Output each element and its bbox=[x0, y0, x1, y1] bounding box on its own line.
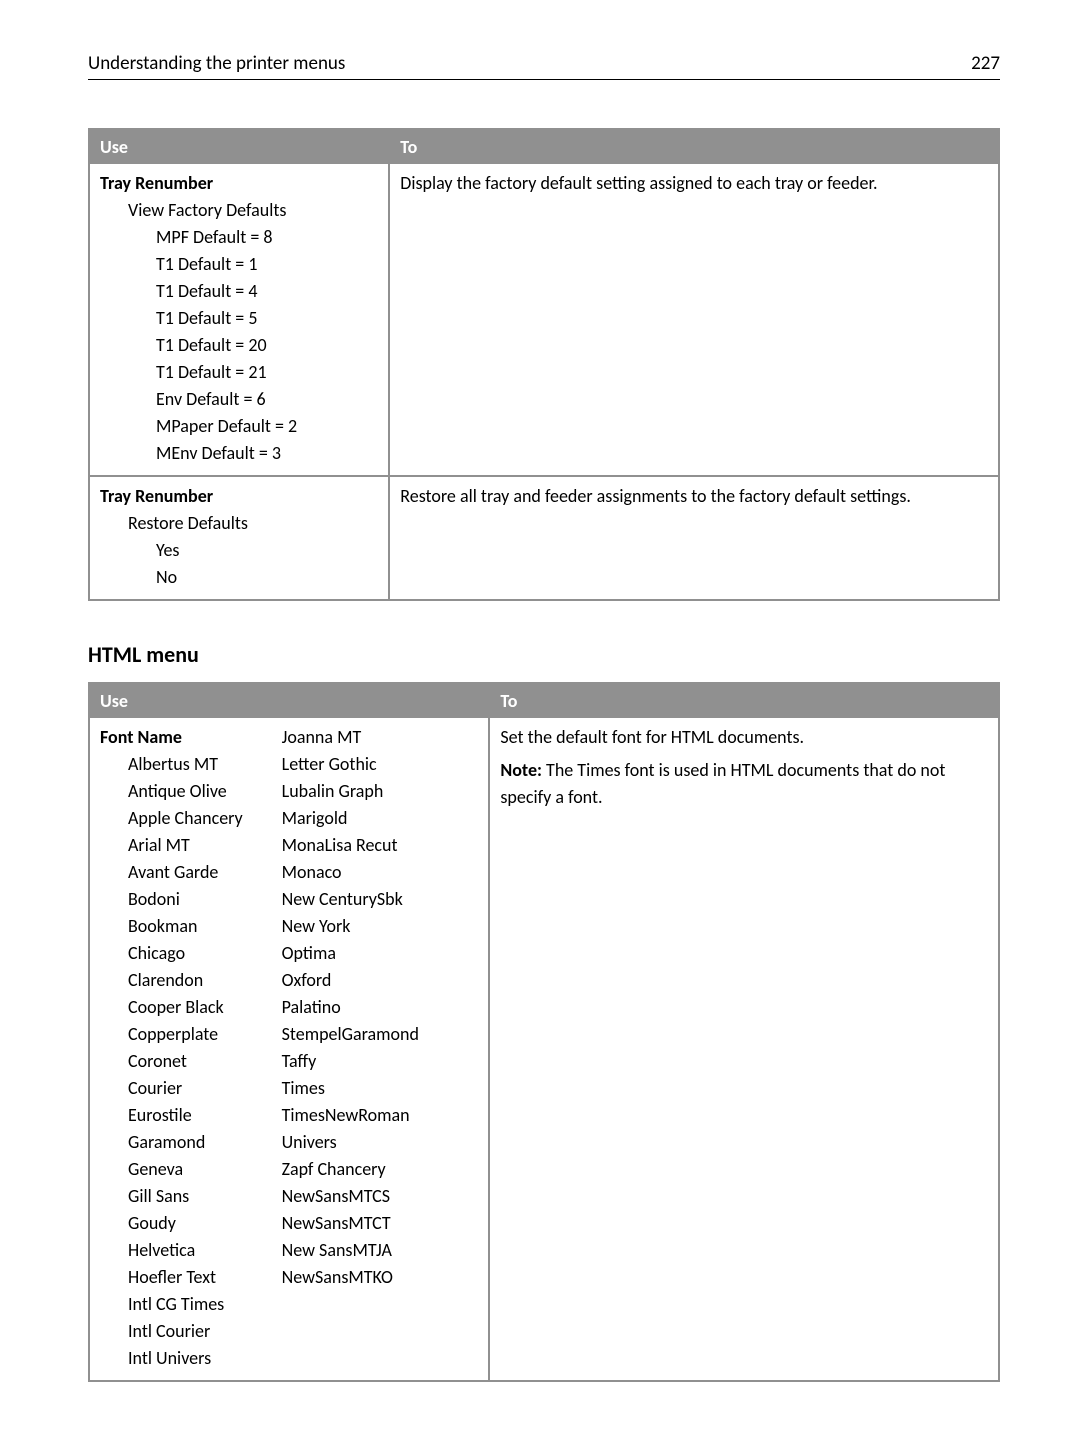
font-option: Intl CG Times bbox=[100, 1291, 282, 1318]
font-option: Marigold bbox=[282, 805, 479, 832]
cell-use: Tray Renumber View Factory Defaults MPF … bbox=[89, 164, 389, 476]
menu-sub-item: View Factory Defaults bbox=[100, 197, 378, 224]
col-header-use: Use bbox=[89, 683, 489, 718]
to-description: Set the default font for HTML documents. bbox=[500, 724, 988, 751]
menu-value: Yes bbox=[100, 537, 378, 564]
section-heading-html-menu: HTML menu bbox=[88, 641, 1000, 668]
to-note: Note: The Times font is used in HTML doc… bbox=[500, 757, 988, 811]
font-option: Copperplate bbox=[100, 1021, 282, 1048]
font-option: Albertus MT bbox=[100, 751, 282, 778]
font-column-2: Joanna MT Letter Gothic Lubalin Graph Ma… bbox=[282, 724, 479, 1372]
menu-value: MPaper Default = 2 bbox=[100, 413, 378, 440]
font-option: NewSansMTCS bbox=[282, 1183, 479, 1210]
table-row: Tray Renumber Restore Defaults Yes No Re… bbox=[89, 476, 999, 600]
note-label: Note: bbox=[500, 759, 542, 781]
font-option: NewSansMTCT bbox=[282, 1210, 479, 1237]
font-option: Lubalin Graph bbox=[282, 778, 479, 805]
menu-value: T1 Default = 4 bbox=[100, 278, 378, 305]
html-menu-table: Use To Font Name Albertus MT Antique Oli… bbox=[88, 682, 1000, 1382]
page-header: Understanding the printer menus 227 bbox=[88, 52, 1000, 80]
font-option: Helvetica bbox=[100, 1237, 282, 1264]
col-header-to: To bbox=[489, 683, 999, 718]
font-option: Clarendon bbox=[100, 967, 282, 994]
font-option: Monaco bbox=[282, 859, 479, 886]
font-option: Coronet bbox=[100, 1048, 282, 1075]
menu-sub-item: Restore Defaults bbox=[100, 510, 378, 537]
font-option: TimesNewRoman bbox=[282, 1102, 479, 1129]
menu-value: T1 Default = 20 bbox=[100, 332, 378, 359]
font-option: New CenturySbk bbox=[282, 886, 479, 913]
cell-use: Font Name Albertus MT Antique Olive Appl… bbox=[89, 718, 489, 1381]
tray-renumber-table: Use To Tray Renumber View Factory Defaul… bbox=[88, 128, 1000, 601]
font-option: Bodoni bbox=[100, 886, 282, 913]
cell-to: Display the factory default setting assi… bbox=[389, 164, 999, 476]
font-option: Goudy bbox=[100, 1210, 282, 1237]
font-option: Cooper Black bbox=[100, 994, 282, 1021]
font-option: Hoefler Text bbox=[100, 1264, 282, 1291]
font-option: Chicago bbox=[100, 940, 282, 967]
menu-value: MPF Default = 8 bbox=[100, 224, 378, 251]
menu-value: T1 Default = 21 bbox=[100, 359, 378, 386]
table-row: Tray Renumber View Factory Defaults MPF … bbox=[89, 164, 999, 476]
header-page-number: 227 bbox=[971, 52, 1000, 75]
font-option: Intl Univers bbox=[100, 1345, 282, 1372]
col-header-to: To bbox=[389, 129, 999, 164]
cell-use: Tray Renumber Restore Defaults Yes No bbox=[89, 476, 389, 600]
font-option: Bookman bbox=[100, 913, 282, 940]
menu-item-title: Tray Renumber bbox=[100, 172, 213, 194]
font-option: NewSansMTKO bbox=[282, 1264, 479, 1291]
font-option: New SansMTJA bbox=[282, 1237, 479, 1264]
font-option: Gill Sans bbox=[100, 1183, 282, 1210]
font-option: Avant Garde bbox=[100, 859, 282, 886]
font-option: Optima bbox=[282, 940, 479, 967]
menu-value: T1 Default = 5 bbox=[100, 305, 378, 332]
font-option: Letter Gothic bbox=[282, 751, 479, 778]
cell-to: Restore all tray and feeder assignments … bbox=[389, 476, 999, 600]
page-container: Understanding the printer menus 227 Use … bbox=[0, 0, 1080, 1442]
menu-value: Env Default = 6 bbox=[100, 386, 378, 413]
header-title: Understanding the printer menus bbox=[88, 52, 345, 75]
font-option: Oxford bbox=[282, 967, 479, 994]
menu-value: MEnv Default = 3 bbox=[100, 440, 378, 467]
font-option: Geneva bbox=[100, 1156, 282, 1183]
menu-value: T1 Default = 1 bbox=[100, 251, 378, 278]
font-option: Joanna MT bbox=[282, 724, 479, 751]
font-option: Intl Courier bbox=[100, 1318, 282, 1345]
font-option: StempelGaramond bbox=[282, 1021, 479, 1048]
font-option: Courier bbox=[100, 1075, 282, 1102]
menu-item-title: Font Name bbox=[100, 724, 282, 751]
font-option: Palatino bbox=[282, 994, 479, 1021]
font-column-1: Font Name Albertus MT Antique Olive Appl… bbox=[100, 724, 282, 1372]
cell-to: Set the default font for HTML documents.… bbox=[489, 718, 999, 1381]
note-text: The Times font is used in HTML documents… bbox=[500, 759, 945, 808]
font-option: MonaLisa Recut bbox=[282, 832, 479, 859]
font-option: Garamond bbox=[100, 1129, 282, 1156]
table-header-row: Use To bbox=[89, 683, 999, 718]
font-option: Eurostile bbox=[100, 1102, 282, 1129]
font-option: Apple Chancery bbox=[100, 805, 282, 832]
font-option: Arial MT bbox=[100, 832, 282, 859]
table-row: Font Name Albertus MT Antique Olive Appl… bbox=[89, 718, 999, 1381]
font-option: Univers bbox=[282, 1129, 479, 1156]
col-header-use: Use bbox=[89, 129, 389, 164]
font-option: New York bbox=[282, 913, 479, 940]
table-header-row: Use To bbox=[89, 129, 999, 164]
font-option: Zapf Chancery bbox=[282, 1156, 479, 1183]
font-option: Times bbox=[282, 1075, 479, 1102]
menu-item-title: Tray Renumber bbox=[100, 485, 213, 507]
font-option: Antique Olive bbox=[100, 778, 282, 805]
menu-value: No bbox=[100, 564, 378, 591]
font-option: Taffy bbox=[282, 1048, 479, 1075]
